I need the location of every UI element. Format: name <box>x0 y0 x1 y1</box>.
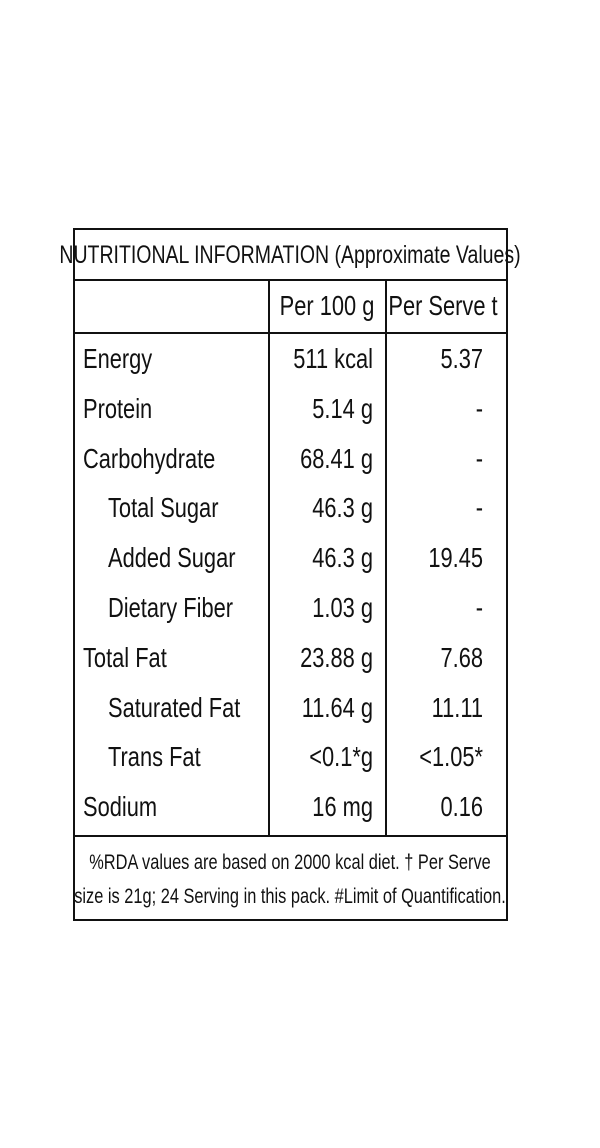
column-header: Per Serve t <box>388 290 498 321</box>
per-serve-value: 11.11 <box>431 691 483 723</box>
per-serve-value: 0.16 <box>440 791 483 823</box>
table-title: NUTRITIONAL INFORMATION (Approximate Val… <box>59 241 521 269</box>
per-serve-value: - <box>475 592 483 623</box>
column-header: Per 100 g <box>279 290 375 321</box>
per-serve-value: 19.45 <box>428 542 483 574</box>
footnote: %RDA values are based on 2000 kcal diet.… <box>89 851 491 874</box>
per-100g-value: <0.1*g <box>309 741 373 773</box>
per-serve-value: 5.37 <box>440 343 483 374</box>
per-100g-value: 16 mg <box>312 791 373 823</box>
per-100g-value: 68.41 g <box>300 442 373 474</box>
per-serve-value: - <box>475 442 483 474</box>
column-divider <box>385 279 387 837</box>
per-100g-value: 511 kcal <box>293 343 373 374</box>
per-100g-value: 46.3 g <box>312 542 373 574</box>
per-100g-value: 1.03 g <box>312 592 373 623</box>
row-label: Total Sugar <box>108 492 219 524</box>
row-label: Protein <box>83 392 153 424</box>
per-serve-value: <1.05* <box>419 741 483 773</box>
row-label: Trans Fat <box>108 741 201 773</box>
divider <box>75 332 506 334</box>
per-serve-value: 7.68 <box>440 641 483 673</box>
row-label: Saturated Fat <box>108 691 241 723</box>
per-100g-value: 46.3 g <box>312 492 373 524</box>
row-label: Total Fat <box>83 641 167 673</box>
row-label: Sodium <box>83 791 158 823</box>
per-100g-value: 23.88 g <box>300 641 373 673</box>
column-divider <box>268 279 270 837</box>
per-serve-value: - <box>475 392 483 424</box>
per-100g-value: 5.14 g <box>312 392 373 424</box>
row-label: Carbohydrate <box>83 442 216 474</box>
nutrition-table: NUTRITIONAL INFORMATION (Approximate Val… <box>59 228 521 921</box>
row-label: Added Sugar <box>108 542 236 574</box>
footnote: size is 21g; 24 Serving in this pack. #L… <box>74 885 506 908</box>
row-label: Energy <box>83 343 153 374</box>
row-label: Dietary Fiber <box>108 592 234 623</box>
divider <box>75 279 506 281</box>
per-serve-value: - <box>475 492 483 524</box>
divider <box>75 835 506 837</box>
per-100g-value: 11.64 g <box>301 691 373 723</box>
